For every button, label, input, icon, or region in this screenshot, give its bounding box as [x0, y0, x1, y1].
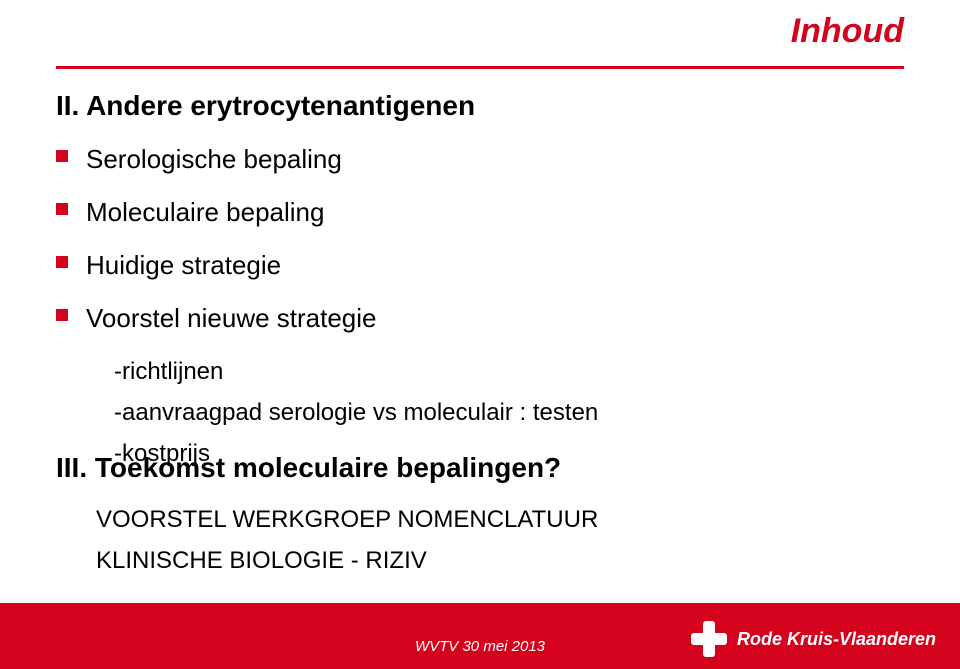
footer-bar: WVTV 30 mei 2013 Rode Kruis-Vlaanderen	[0, 603, 960, 669]
bullet-text: Huidige strategie	[86, 246, 281, 285]
logo-text: Rode Kruis-Vlaanderen	[737, 630, 936, 648]
sub-bullet: -richtlijnen	[114, 352, 876, 393]
logo: Rode Kruis-Vlaanderen	[689, 619, 936, 659]
bullet-item: Serologische bepaling	[56, 140, 876, 179]
bullet-item: Huidige strategie	[56, 246, 876, 285]
uppercase-line-2: KLINISCHE BIOLOGIE - RIZIV	[96, 541, 598, 582]
cross-icon	[689, 619, 729, 659]
bullet-list: Serologische bepaling Moleculaire bepali…	[56, 140, 876, 474]
uppercase-block: VOORSTEL WERKGROEP NOMENCLATUUR KLINISCH…	[96, 500, 598, 582]
section-ii-title: II. Andere erytrocytenantigenen	[56, 90, 475, 122]
uppercase-line-1: VOORSTEL WERKGROEP NOMENCLATUUR	[96, 500, 598, 541]
section-iii-title: III. Toekomst moleculaire bepalingen?	[56, 452, 561, 484]
bullet-square-icon	[56, 256, 68, 268]
bullet-item: Voorstel nieuwe strategie	[56, 299, 876, 338]
bullet-item: Moleculaire bepaling	[56, 193, 876, 232]
sub-bullet: -aanvraagpad serologie vs moleculair : t…	[114, 393, 876, 434]
horizontal-rule	[56, 66, 904, 69]
slide: Inhoud II. Andere erytrocytenantigenen S…	[0, 0, 960, 669]
heading-inhoud: Inhoud	[791, 12, 904, 51]
bullet-square-icon	[56, 203, 68, 215]
bullet-text: Moleculaire bepaling	[86, 193, 324, 232]
bullet-square-icon	[56, 309, 68, 321]
bullet-square-icon	[56, 150, 68, 162]
bullet-text: Serologische bepaling	[86, 140, 342, 179]
bullet-text: Voorstel nieuwe strategie	[86, 299, 377, 338]
